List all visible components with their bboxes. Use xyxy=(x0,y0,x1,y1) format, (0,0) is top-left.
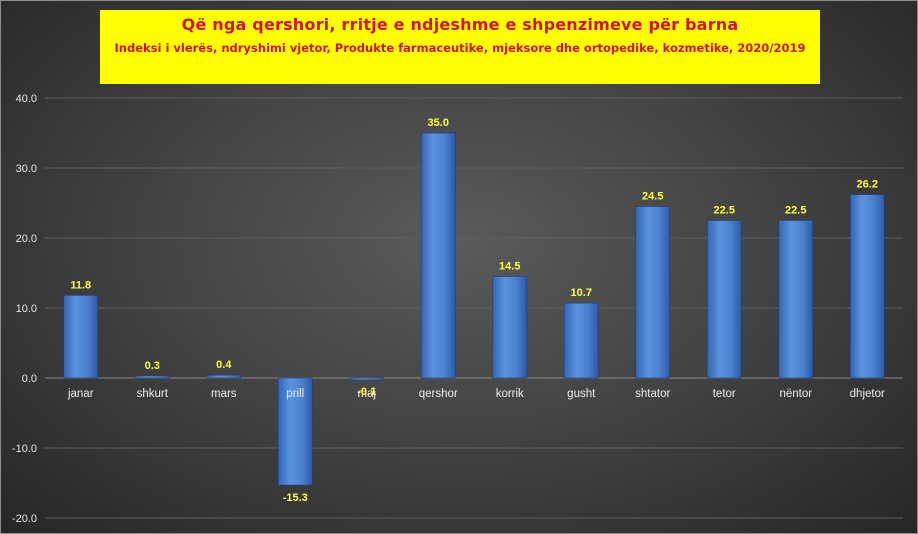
y-tick-label: -10.0 xyxy=(12,443,37,455)
bar-mars xyxy=(206,374,242,379)
category-label: qershor xyxy=(419,388,458,400)
data-label: -0.1 xyxy=(357,386,376,398)
category-label: nëntor xyxy=(779,388,812,400)
data-label: 26.2 xyxy=(857,179,878,191)
category-label: maj xyxy=(357,388,376,400)
title-box: Që nga qershori, rritje e ndjeshme e shp… xyxy=(100,10,820,84)
bar-dhjetor xyxy=(849,194,885,379)
category-label: shtator xyxy=(635,388,670,400)
y-tick-label: 0.0 xyxy=(22,373,37,385)
data-label: 24.5 xyxy=(642,191,663,203)
data-label: 10.7 xyxy=(571,287,592,299)
data-label: 11.8 xyxy=(70,279,91,291)
category-label: shkurt xyxy=(137,388,169,400)
bar-shtator xyxy=(635,206,671,379)
bar-gusht xyxy=(563,302,599,379)
data-label: 0.4 xyxy=(216,359,232,371)
bar-tetor xyxy=(706,220,742,379)
bar-maj xyxy=(349,377,385,381)
category-label: mars xyxy=(211,388,237,400)
bar-nëntor xyxy=(778,220,814,379)
category-label: gusht xyxy=(567,388,596,400)
data-label: 14.5 xyxy=(499,261,520,273)
chart-title: Që nga qershori, rritje e ndjeshme e shp… xyxy=(181,15,739,34)
category-label: dhjetor xyxy=(850,388,885,400)
bars xyxy=(63,132,885,486)
bar-janar xyxy=(63,295,99,379)
y-tick-label: 30.0 xyxy=(16,163,37,175)
data-label: 35.0 xyxy=(428,117,449,129)
bar-korrik xyxy=(492,276,528,379)
y-tick-label: 40.0 xyxy=(16,93,37,105)
labels: 40.0 30.0 20.0 10.0 0.0 -10.0 -20.0 janar 11.8 sh… xyxy=(12,93,885,525)
category-label: janar xyxy=(67,388,94,400)
y-tick-label: 20.0 xyxy=(16,233,37,245)
bar-shkurt xyxy=(134,375,170,379)
category-label: korrik xyxy=(496,388,524,400)
data-label: 22.5 xyxy=(714,205,735,217)
bar-qershor xyxy=(420,132,456,379)
category-label: tetor xyxy=(713,388,736,400)
bar-prill xyxy=(277,377,313,486)
data-label: 22.5 xyxy=(785,205,806,217)
category-label: prill xyxy=(286,388,304,400)
y-tick-label: -20.0 xyxy=(12,513,37,525)
data-label: 0.3 xyxy=(145,360,160,372)
data-label: -15.3 xyxy=(283,492,308,504)
gridlines xyxy=(45,97,903,519)
y-tick-label: 10.0 xyxy=(16,303,37,315)
chart-subtitle: Indeksi i vlerës, ndryshimi vjetor, Prod… xyxy=(114,41,806,55)
